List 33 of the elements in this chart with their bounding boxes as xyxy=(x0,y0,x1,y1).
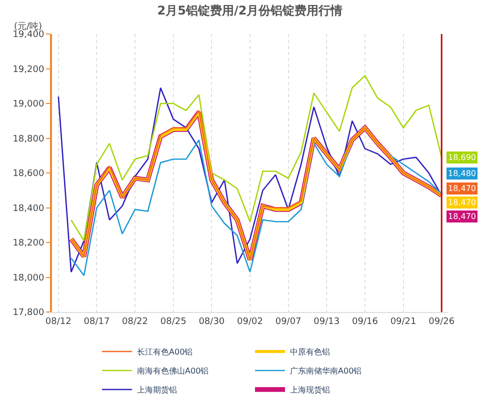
y-tick-label: 18,800 xyxy=(12,134,44,144)
x-tick-label: 08/22 xyxy=(122,316,148,327)
y-tick-label: 19,000 xyxy=(12,100,44,110)
x-tick-label: 09/13 xyxy=(314,316,340,327)
data-label: 18,480 xyxy=(448,169,476,178)
data-label: 18,470 xyxy=(448,198,476,207)
legend-label: 上海期货铝 xyxy=(137,386,177,395)
y-tick-label: 19,400 xyxy=(12,30,44,40)
y-tick-label: 18,600 xyxy=(12,169,44,180)
y-tick-label: 17,800 xyxy=(12,308,44,318)
x-tick-label: 08/12 xyxy=(45,316,72,327)
data-label: 18,470 xyxy=(448,184,476,193)
x-tick-label: 09/02 xyxy=(237,316,263,327)
legend-label: 长江有色A00铝 xyxy=(137,348,193,357)
y-tick-label: 18,200 xyxy=(12,238,44,249)
x-tick-label: 08/25 xyxy=(160,316,186,327)
chart-title: 2月5铝锭费用/2月份铝锭费用行情 xyxy=(157,4,343,18)
data-label: 18,470 xyxy=(448,212,476,221)
y-tick-label: 18,400 xyxy=(12,204,44,214)
legend-label: 南海有色佛山A00铝 xyxy=(137,366,209,376)
legend-label: 中原有色铝 xyxy=(290,348,330,357)
legend-label: 上海现货铝 xyxy=(290,386,330,395)
y-axis-title: (元/吨) xyxy=(14,21,42,32)
y-tick-label: 19,200 xyxy=(12,64,44,75)
data-label: 18,690 xyxy=(448,153,476,162)
x-tick-label: 09/16 xyxy=(352,316,378,327)
x-tick-label: 09/26 xyxy=(428,316,455,327)
y-tick-label: 18,000 xyxy=(12,273,44,284)
x-tick-label: 08/17 xyxy=(84,316,110,327)
x-tick-label: 09/21 xyxy=(390,316,416,327)
x-tick-label: 09/07 xyxy=(275,316,302,327)
x-tick-label: 08/30 xyxy=(198,316,225,327)
legend-label: 广东南储华南A00铝 xyxy=(290,366,362,376)
